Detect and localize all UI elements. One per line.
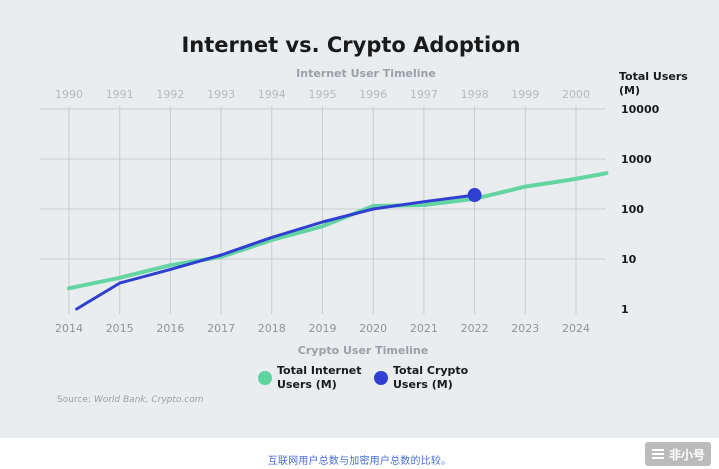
y-axis-title-line2: (M) [619, 84, 640, 97]
top-year-label: 1995 [309, 88, 337, 101]
y-tick-label: 100 [621, 203, 644, 216]
grid-layer: 1 10 100 1000 10000 1990 1991 1992 1993 1994 1995 1… [40, 88, 660, 335]
y-tick-label: 10 [621, 253, 637, 266]
chart-svg: Internet vs. Crypto Adoption Internet Us… [40, 33, 688, 405]
legend-crypto-swatch [374, 371, 388, 385]
bottom-year-label: 2017 [207, 322, 235, 335]
legend-internet-line2: Users (M) [277, 378, 337, 391]
bottom-year-label: 2018 [258, 322, 286, 335]
bottom-year-label: 2023 [511, 322, 539, 335]
legend-internet-line1: Total Internet [277, 364, 362, 377]
bottom-year-label: 2019 [309, 322, 337, 335]
crypto-end-marker [467, 188, 482, 203]
chart-title: Internet vs. Crypto Adoption [181, 33, 520, 57]
legend: Total Internet Users (M) Total Crypto Us… [258, 364, 469, 391]
top-year-label: 1999 [511, 88, 539, 101]
bottom-year-label: 2015 [106, 322, 134, 335]
top-year-label: 2000 [562, 88, 590, 101]
bottom-year-label: 2021 [410, 322, 438, 335]
top-year-label: 1998 [461, 88, 489, 101]
top-year-label: 1990 [55, 88, 83, 101]
bottom-axis-title: Crypto User Timeline [298, 344, 428, 357]
source-text: World Bank, Crypto.com [94, 395, 204, 405]
source-label: Source: [57, 395, 91, 405]
legend-crypto-line2: Users (M) [393, 378, 453, 391]
bottom-year-label: 2022 [461, 322, 489, 335]
legend-crypto-line1: Total Crypto [393, 364, 469, 377]
watermark-text: 非小号 [668, 447, 705, 462]
y-tick-label: 1 [621, 303, 629, 316]
bottom-year-label: 2016 [156, 322, 184, 335]
figure-caption: 互联网用户总数与加密用户总数的比较。 [267, 456, 452, 467]
chart-card: Internet vs. Crypto Adoption Internet Us… [0, 0, 719, 438]
top-year-label: 1996 [359, 88, 387, 101]
watermark: 非小号 [644, 442, 711, 466]
logo-icon [651, 449, 664, 459]
y-axis-title-line1: Total Users [619, 70, 688, 83]
bottom-year-label: 2014 [55, 322, 83, 335]
top-axis-title: Internet User Timeline [296, 67, 436, 80]
bottom-year-label: 2024 [562, 322, 590, 335]
source-note: Source: World Bank, Crypto.com [57, 395, 204, 405]
bottom-year-label: 2020 [359, 322, 387, 335]
top-year-label: 1997 [410, 88, 438, 101]
top-year-label: 1994 [258, 88, 286, 101]
y-tick-label: 10000 [621, 103, 660, 116]
series-line-crypto [75, 193, 477, 311]
y-tick-label: 1000 [621, 153, 652, 166]
legend-internet-swatch [258, 371, 272, 385]
top-year-label: 1993 [207, 88, 235, 101]
series-layer [67, 171, 609, 311]
top-year-label: 1992 [156, 88, 184, 101]
top-year-label: 1991 [106, 88, 134, 101]
